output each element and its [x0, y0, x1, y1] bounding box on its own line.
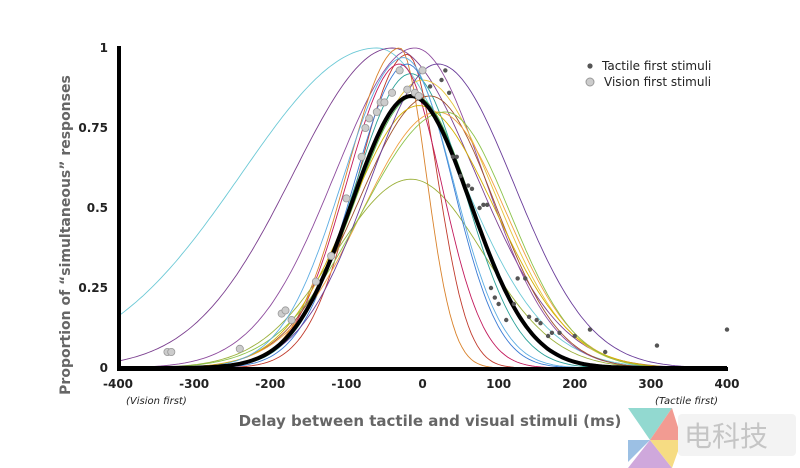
watermark-text: 电科技: [684, 420, 768, 453]
x-note-left: (Vision first): [126, 396, 187, 407]
tactile-first-point: [504, 317, 509, 323]
x-tick-label: 300: [638, 377, 663, 391]
individual-curve-7: [118, 63, 727, 369]
individual-curve-9: [118, 73, 727, 369]
vision-first-point: [327, 251, 336, 260]
mean-curve: [118, 93, 727, 370]
tactile-first-point: [450, 154, 456, 159]
individual-curve-12: [118, 111, 727, 369]
individual-curve-16: [118, 57, 727, 369]
tactile-first-point: [545, 333, 551, 339]
tactile-first-point: [492, 295, 498, 300]
y-tick-label: 0.5: [87, 201, 108, 215]
tactile-first-point: [454, 154, 459, 159]
x-tick-label: 100: [486, 377, 511, 391]
vision-first-point: [235, 344, 244, 353]
y-tick-label: 1: [100, 41, 108, 55]
x-axis-label: Delay between tactile and visual stimuli…: [239, 412, 622, 430]
x-ticks: -400 -300 -200 -100 0 100 200 300 400: [103, 377, 740, 391]
x-tick-label: -100: [331, 377, 361, 391]
tactile-first-point: [515, 276, 520, 281]
vision-first-point: [418, 66, 427, 75]
x-tick-label: 200: [562, 377, 587, 391]
individual-curve-8: [118, 95, 727, 369]
x-tick-label: -300: [179, 377, 209, 391]
tactile-first-point: [496, 301, 501, 307]
vision-first-point: [357, 152, 366, 161]
x-tick-label: -200: [255, 377, 285, 391]
legend-marker-vision: [585, 77, 595, 87]
tactile-first-point: [477, 205, 482, 211]
tactile-first-point: [603, 349, 608, 355]
x-tick-label: 0: [418, 377, 426, 391]
vision-first-point: [342, 194, 351, 203]
watermark-logo: 电科技: [628, 408, 796, 468]
points-layer: [163, 66, 730, 356]
vision-first-point: [372, 108, 381, 117]
x-tick-label: -400: [103, 377, 133, 391]
y-axis-label: Proportion of “simultaneous” responses: [58, 75, 74, 395]
tactile-first-point: [572, 333, 577, 339]
vision-first-point: [287, 315, 296, 324]
tactile-first-point: [538, 321, 543, 326]
tactile-first-point: [523, 276, 528, 281]
legend-marker-tactile: [587, 63, 593, 69]
vision-first-point: [395, 66, 404, 75]
tactile-first-point: [488, 285, 494, 291]
vision-first-point: [414, 92, 423, 101]
individual-curve-11: [118, 95, 727, 369]
vision-first-point: [281, 306, 290, 315]
tactile-first-point: [557, 330, 562, 335]
tactile-first-point: [549, 330, 555, 335]
tactile-first-point: [724, 327, 730, 332]
vision-first-point: [403, 85, 412, 94]
individual-curve-5: [118, 178, 727, 369]
tactile-first-point: [534, 317, 539, 323]
legend-label-tactile: Tactile first stimuli: [601, 59, 711, 73]
tactile-first-point: [587, 327, 593, 332]
legend: Tactile first stimuli Vision first stimu…: [585, 59, 711, 89]
individual-curve-6: [118, 79, 727, 369]
legend-label-vision: Vision first stimuli: [604, 75, 711, 89]
x-tick-label: 400: [714, 377, 739, 391]
vision-first-point: [167, 347, 176, 356]
vision-first-point: [380, 98, 389, 107]
individual-curve-14: [118, 63, 728, 369]
vision-first-point: [388, 88, 397, 97]
tactile-first-point: [443, 68, 448, 73]
tactile-first-point: [654, 343, 660, 348]
tactile-first-point: [526, 314, 532, 319]
tactile-first-point: [439, 77, 444, 83]
tactile-first-point: [511, 301, 517, 307]
y-tick-label: 0: [100, 361, 108, 375]
individual-curve-15: [118, 111, 727, 369]
individual-curve-13: [118, 105, 727, 369]
vision-first-point: [361, 124, 370, 133]
tactile-first-point: [427, 84, 433, 89]
tactile-first-point: [465, 183, 471, 188]
y-tick-label: 0.75: [78, 121, 108, 135]
tactile-first-point: [481, 202, 486, 207]
x-note-right: (Tactile first): [655, 396, 718, 407]
vision-first-point: [311, 277, 320, 286]
y-ticks: 0 0.25 0.5 0.75 1: [78, 41, 108, 375]
tactile-first-point: [458, 173, 463, 179]
vision-first-point: [365, 114, 374, 123]
tactile-first-point: [469, 186, 475, 191]
y-tick-label: 0.25: [78, 281, 108, 295]
individual-curve-10: [118, 63, 727, 369]
tactile-first-point: [485, 202, 490, 207]
tactile-first-point: [446, 90, 452, 96]
